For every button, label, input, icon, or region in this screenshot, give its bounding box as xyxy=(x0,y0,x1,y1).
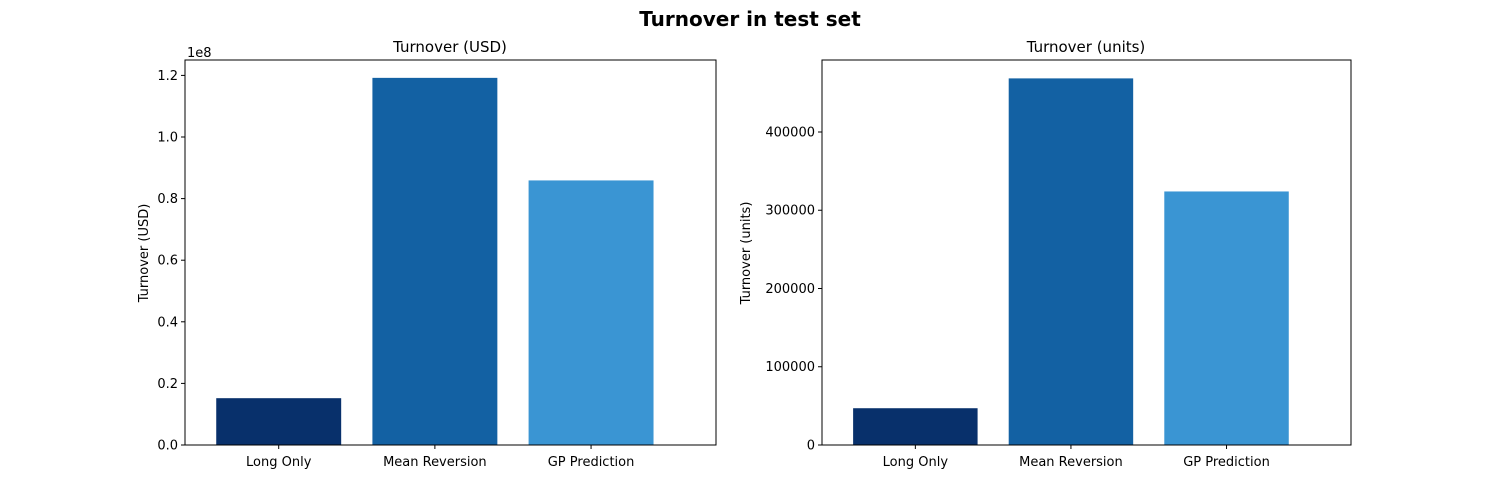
y-tick-label: 1.2 xyxy=(157,69,178,84)
y-tick-label: 400000 xyxy=(765,125,815,140)
y-tick-label: 200000 xyxy=(765,282,815,297)
bar-gp-prediction xyxy=(1164,191,1289,445)
y-tick-label: 300000 xyxy=(765,204,815,219)
y-axis-label: Turnover (USD) xyxy=(137,204,152,304)
x-tick-label: Mean Reversion xyxy=(1019,455,1123,470)
x-tick-label: Long Only xyxy=(883,455,949,470)
y-tick-label: 1.0 xyxy=(157,131,178,146)
chart-title: Turnover (USD) xyxy=(392,38,507,56)
axes-frame xyxy=(821,59,1352,446)
y-axis-offset-label: 1e8 xyxy=(187,46,212,61)
bar-mean-reversion xyxy=(1008,78,1134,446)
bar-long-only xyxy=(853,408,978,445)
y-tick-label: 0.4 xyxy=(157,315,178,330)
bar-long-only xyxy=(216,398,342,445)
chart-panel-usd: Turnover (USD) Turnover (USD) 1e8 0.0 0.2… xyxy=(137,38,717,470)
bar-gp-prediction xyxy=(528,180,654,446)
y-axis-label: Turnover (units) xyxy=(739,202,754,306)
axes-frame xyxy=(184,59,717,446)
y-tick-label: 0.2 xyxy=(157,377,178,392)
x-tick-label: GP Prediction xyxy=(1183,455,1270,470)
x-tick-label: Mean Reversion xyxy=(383,455,487,470)
chart-panel-units: Turnover (units) Turnover (units) 0 10000… xyxy=(739,38,1352,470)
chart-title: Turnover (units) xyxy=(1026,38,1146,56)
y-tick-label: 0 xyxy=(807,439,815,454)
y-tick-label: 0.0 xyxy=(157,439,178,454)
x-tick-label: GP Prediction xyxy=(548,455,635,470)
x-tick-label: Long Only xyxy=(246,455,312,470)
figure-title: Turnover in test set xyxy=(639,7,861,31)
y-tick-label: 100000 xyxy=(765,360,815,375)
y-tick-label: 0.6 xyxy=(157,254,178,269)
bar-mean-reversion xyxy=(372,77,498,445)
y-tick-label: 0.8 xyxy=(157,192,178,207)
